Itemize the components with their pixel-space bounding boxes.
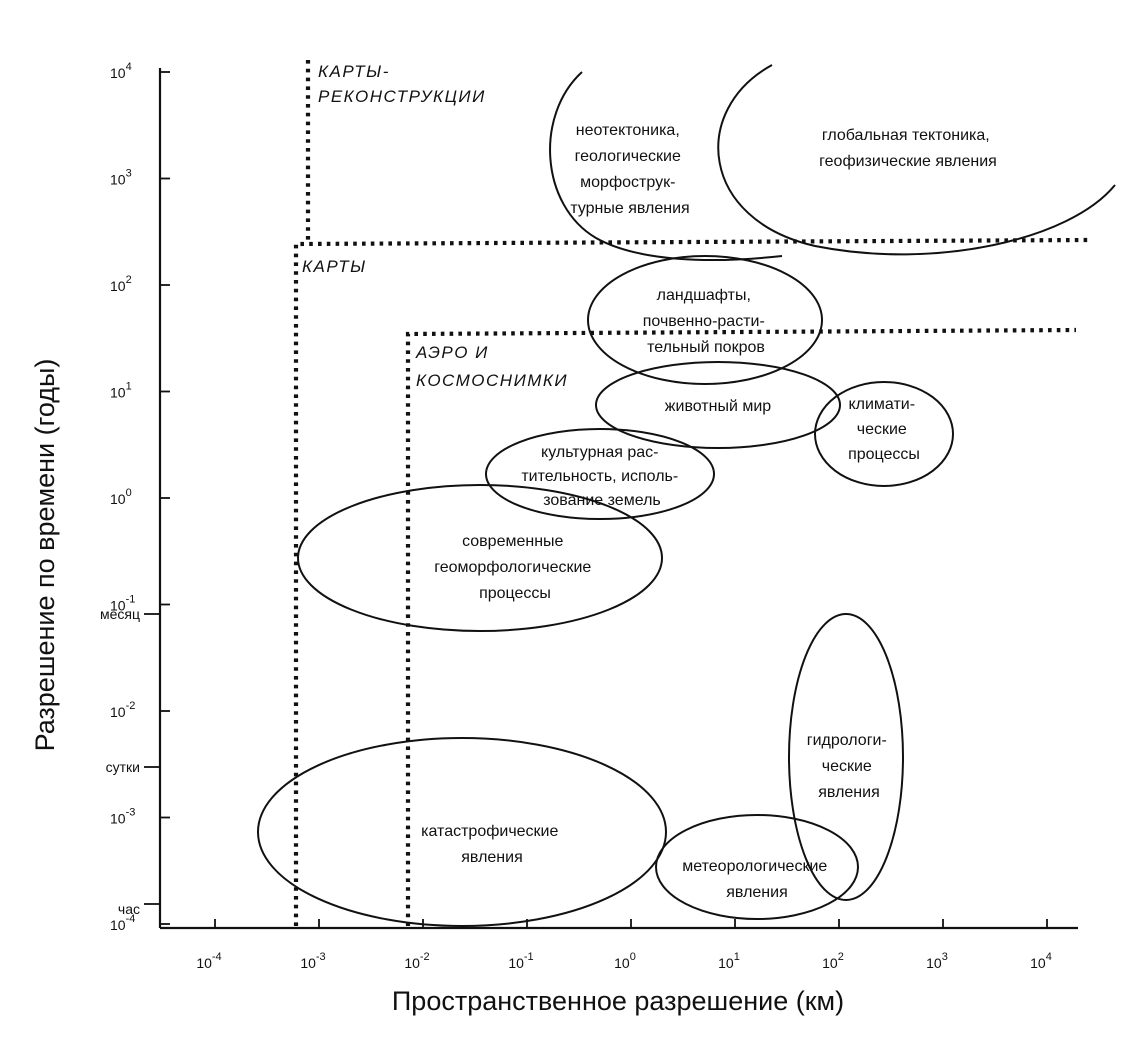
x-tick-label: 10-4 [196,951,221,971]
phenomena-shapes [257,64,1116,927]
x-tick-label: 10-1 [508,951,533,971]
x-tick-label: 10-3 [300,951,325,971]
y-axis-ticks: 104 103 102 101 100 10-1 10-2 10-3 10-4 [110,61,170,933]
zone-boundaries [293,60,1089,926]
x-tick-label: 103 [926,951,948,971]
neotectonics-outline [549,71,783,262]
climate-outline [814,381,954,487]
agriculture-label: культурная рас- тительность, исполь- зов… [521,444,682,509]
x-tick-label: 104 [1030,951,1052,971]
neotectonics-label: неотектоника, геологические морфострук- … [570,122,689,217]
y-tick-label: 10-2 [110,700,135,720]
global-tectonics-outline [717,64,1116,256]
hydrology-outline [788,613,904,901]
x-tick-label: 101 [718,951,740,971]
y-tick-label: 102 [110,274,132,294]
aerospace-label-line1: АЭРО И [415,343,489,362]
geomorphology-outline [297,484,663,632]
y-tick-label: 10-4 [110,913,135,933]
maps-label: КАРТЫ [302,257,367,276]
climate-label: климати- ческие процессы [848,396,920,463]
x-axis-title: Пространственное разрешение (км) [392,986,844,1016]
global-tectonics-label: глобальная тектоника, геофизические явле… [819,127,997,170]
y-tick-label: 100 [110,487,132,507]
catastrophic-label: катастрофические явления [421,823,563,866]
y-axis-title: Разрешение по времени (годы) [30,359,60,752]
reconstruction-maps-label-line2: РЕКОНСТРУКЦИИ [318,87,486,106]
x-tick-label: 102 [822,951,844,971]
geomorphology-label: современные геоморфологические процессы [434,533,596,602]
x-tick-label: 10-2 [404,951,429,971]
y-tick-label: 104 [110,61,132,81]
aerospace-label-line2: КОСМОСНИМКИ [416,371,568,390]
x-axis-ticks: 10-4 10-3 10-2 10-1 100 101 102 103 104 [196,919,1052,971]
zone-labels: КАРТЫ- РЕКОНСТРУКЦИИ КАРТЫ АЭРО И КОСМОС… [302,62,568,390]
fauna-label: животный мир [665,398,771,415]
reconstruction-maps-label-line1: КАРТЫ- [318,62,390,81]
named-time-ticks: месяц сутки час [100,606,160,917]
day-label: сутки [106,759,140,775]
y-tick-label: 103 [110,168,132,188]
agriculture-outline [485,428,715,520]
hour-label: час [118,901,140,917]
y-tick-label: 101 [110,381,132,401]
hydrology-label: гидрологи- ческие явления [807,732,892,801]
landscapes-outline [587,255,823,385]
aerospace-boundary [405,327,1077,926]
meteorology-label: метеорологические явления [682,858,831,901]
catastrophic-outline [257,737,667,927]
fauna-outline [595,361,841,449]
landscapes-label: ландшафты, почвенно-расти- тельный покро… [643,287,770,356]
month-label: месяц [100,606,140,622]
phenomena-labels: неотектоника, геологические морфострук- … [421,122,997,901]
x-tick-label: 100 [614,951,636,971]
y-tick-label: 10-1 [110,594,135,614]
meteorology-outline [655,814,859,920]
y-tick-label: 10-3 [110,807,135,827]
